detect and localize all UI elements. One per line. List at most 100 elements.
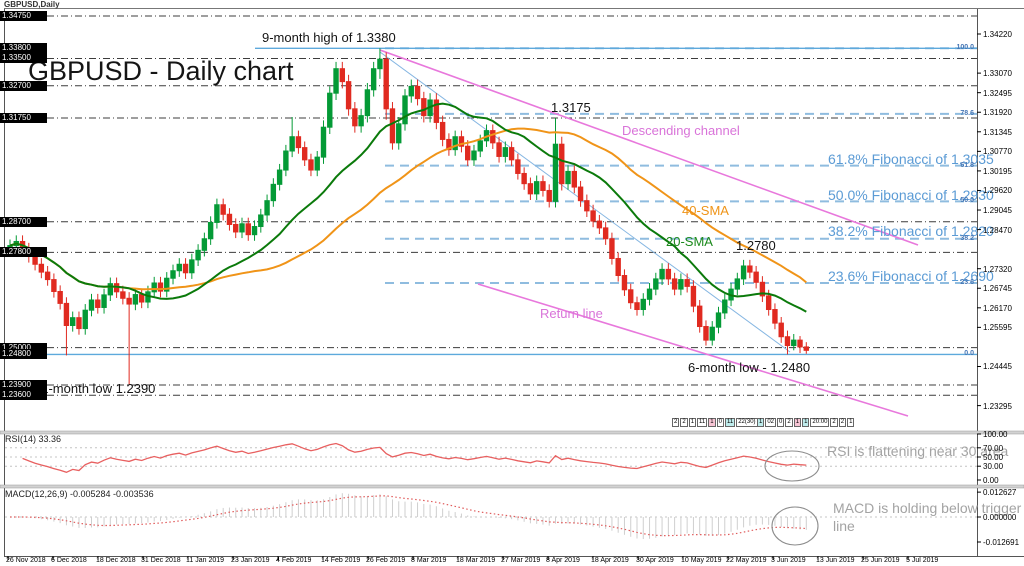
candlestick bbox=[396, 123, 402, 144]
candlestick bbox=[439, 121, 446, 140]
price-level-label: 1.23900 bbox=[0, 380, 47, 391]
candlestick bbox=[477, 140, 483, 152]
fib-axis-label: 0.0 bbox=[964, 350, 974, 358]
candlestick bbox=[295, 136, 302, 149]
candlestick bbox=[314, 156, 320, 171]
candlestick bbox=[615, 257, 621, 276]
price-axis-label: 1.26745 bbox=[983, 284, 1012, 294]
candlestick bbox=[258, 214, 264, 228]
price-axis-label: 1.30770 bbox=[983, 147, 1012, 157]
price-axis-label: 1.33070 bbox=[983, 69, 1012, 79]
candlestick bbox=[182, 263, 189, 274]
candlestick bbox=[577, 186, 584, 202]
candlestick bbox=[220, 204, 226, 215]
fib-axis-label: 78.6 bbox=[960, 109, 974, 117]
candlestick bbox=[82, 309, 88, 330]
candlestick bbox=[540, 181, 546, 191]
candlestick bbox=[678, 279, 684, 290]
sma20-line bbox=[9, 102, 807, 313]
candlestick bbox=[496, 142, 502, 157]
candlestick bbox=[765, 295, 772, 311]
price-axis-label: 1.31345 bbox=[983, 127, 1012, 137]
rsi-axis-label: 50.00 bbox=[983, 453, 1004, 462]
date-axis-label: 13 Jun 2019 bbox=[816, 557, 855, 564]
event-marker-row: 2 2 1 11 1 0 11 22(30) bbox=[672, 418, 758, 427]
candlestick bbox=[621, 274, 628, 291]
price-level-label: 1.31750 bbox=[0, 113, 47, 123]
rsi-axis-label: 0.00 bbox=[983, 476, 999, 485]
date-axis-label: 18 Dec 2018 bbox=[96, 557, 136, 564]
event-marker: 2 bbox=[838, 418, 847, 427]
candlestick bbox=[753, 271, 759, 283]
candlestick bbox=[38, 263, 45, 273]
candlestick bbox=[63, 302, 70, 326]
candlestick bbox=[797, 339, 803, 348]
date-axis-label: 25 Jun 2019 bbox=[861, 557, 900, 564]
event-marker: 1 bbox=[688, 418, 697, 427]
candlestick bbox=[57, 290, 63, 304]
price-level-label: 1.23600 bbox=[0, 390, 47, 401]
candlestick bbox=[370, 68, 377, 91]
chart-title: GBPUSD - Daily chart bbox=[28, 56, 294, 86]
event-marker: 0 bbox=[777, 418, 785, 427]
candlestick bbox=[734, 278, 741, 290]
candlestick bbox=[345, 81, 352, 110]
date-axis-label: 6 Dec 2018 bbox=[51, 557, 87, 564]
candlestick bbox=[32, 255, 38, 265]
candlestick bbox=[646, 288, 653, 300]
candlestick bbox=[703, 326, 709, 341]
candlestick bbox=[352, 108, 358, 127]
candlestick bbox=[527, 183, 534, 195]
price-level-label: 1.24800 bbox=[0, 349, 47, 360]
candlestick bbox=[533, 181, 540, 195]
candlestick bbox=[740, 265, 747, 280]
candlestick bbox=[364, 89, 371, 117]
candlestick bbox=[508, 147, 515, 161]
date-axis-label: 8 Apr 2019 bbox=[546, 557, 580, 564]
candlestick bbox=[201, 238, 208, 251]
candlestick bbox=[327, 92, 333, 128]
price-level-label: 1.34750 bbox=[0, 10, 47, 21]
panel-separator bbox=[0, 430, 1024, 435]
candlestick bbox=[283, 150, 289, 171]
event-marker: 20:00 bbox=[810, 418, 830, 427]
macd-axis-label: -0.012691 bbox=[983, 538, 1020, 547]
sma40-line bbox=[9, 127, 807, 291]
price-level-label: 1.25000 bbox=[0, 342, 47, 353]
candlestick bbox=[609, 238, 615, 259]
candlestick bbox=[214, 204, 220, 223]
price-axis-label: 1.29620 bbox=[983, 186, 1012, 196]
candlestick bbox=[715, 312, 722, 328]
macd-signal-line bbox=[10, 495, 807, 537]
candlestick bbox=[546, 189, 552, 202]
chart-annotation: 1.2780 bbox=[736, 238, 776, 253]
candlestick bbox=[138, 294, 145, 303]
candlestick bbox=[289, 136, 295, 152]
candlestick bbox=[176, 263, 182, 272]
candlestick bbox=[421, 98, 427, 117]
candlestick bbox=[264, 200, 270, 216]
candlestick bbox=[709, 326, 715, 341]
event-marker-row: 1 02 0 2 1 1 20:00 2 2 1 bbox=[757, 418, 855, 427]
candlestick bbox=[697, 305, 703, 328]
candlestick bbox=[803, 346, 809, 351]
candlestick bbox=[276, 169, 283, 185]
chart-annotation: 1.3175 bbox=[551, 100, 591, 115]
candlestick bbox=[414, 85, 421, 100]
candlestick bbox=[51, 279, 57, 292]
macd-note: MACD is holding below trigger line bbox=[833, 500, 1022, 534]
candlestick bbox=[308, 159, 314, 171]
date-axis-label: 18 Apr 2019 bbox=[591, 557, 629, 564]
macd-axis-label: 0.000000 bbox=[983, 513, 1017, 522]
candlestick bbox=[233, 223, 239, 233]
candlestick bbox=[95, 299, 101, 308]
panel-separator bbox=[0, 484, 1024, 489]
event-marker: 1 bbox=[847, 418, 855, 427]
date-axis-label: 22 May 2019 bbox=[726, 557, 767, 564]
candlestick bbox=[784, 336, 791, 347]
event-marker: 2 bbox=[680, 418, 688, 427]
price-axis-label: 1.26170 bbox=[983, 303, 1012, 313]
symbol-timeframe-label: GBPUSD,Daily bbox=[4, 0, 60, 9]
chart-annotation: Return line bbox=[540, 306, 603, 321]
